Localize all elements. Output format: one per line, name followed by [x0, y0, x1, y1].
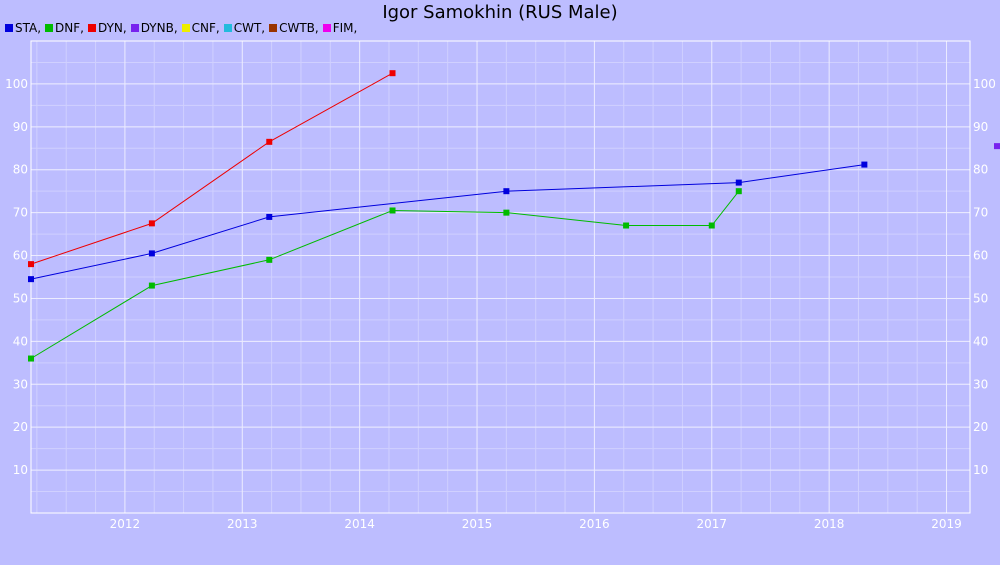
legend-swatch — [223, 24, 232, 32]
y-tick-label-right: 20 — [973, 420, 988, 434]
legend-item: CWTB, — [269, 21, 319, 35]
legend-item: DYN, — [87, 21, 127, 35]
legend-swatch — [269, 24, 278, 32]
y-tick-label-left: 100 — [5, 77, 28, 91]
data-point-dyn — [148, 220, 155, 227]
data-point-dyn — [389, 70, 396, 77]
chart-title: Igor Samokhin (RUS Male) — [382, 2, 618, 23]
legend-label: DNF, — [55, 21, 84, 35]
x-tick-label: 2013 — [227, 517, 258, 531]
legend-label: DYN, — [97, 21, 127, 35]
x-tick-label: 2014 — [344, 517, 375, 531]
data-point-dnf — [389, 207, 396, 214]
legend-swatch — [5, 24, 13, 32]
legend-item: CNF, — [181, 21, 220, 35]
y-tick-label-right: 90 — [973, 120, 988, 134]
series-line-dnf — [30, 190, 740, 359]
legend-label: FIM, — [332, 21, 358, 35]
x-tick-label: 2012 — [110, 517, 141, 531]
legend-label: DYNB, — [140, 21, 178, 35]
y-tick-label-left: 10 — [13, 463, 28, 477]
x-tick-label: 2019 — [931, 517, 962, 531]
legend-swatch — [45, 24, 54, 32]
y-tick-label-right: 10 — [973, 463, 988, 477]
legend-swatch — [181, 24, 190, 32]
data-point-sta — [735, 179, 742, 186]
x-tick-label: 2017 — [697, 517, 728, 531]
data-point-dyn — [28, 261, 34, 268]
y-tick-label-left: 60 — [13, 249, 28, 263]
legend-item: DNF, — [45, 21, 84, 35]
data-point-sta — [861, 161, 868, 168]
y-tick-label-right: 30 — [973, 377, 988, 391]
legend-label: CNF, — [191, 21, 220, 35]
data-point-sta — [148, 250, 155, 257]
data-point-dnf — [148, 282, 155, 289]
data-point-sta — [266, 213, 273, 220]
legend-item: DYNB, — [130, 21, 178, 35]
y-tick-label-left: 20 — [13, 420, 28, 434]
data-point-sta — [503, 188, 510, 195]
y-tick-label-right: 100 — [973, 77, 996, 91]
data-point-dyn — [266, 138, 273, 145]
data-point-dnf — [503, 209, 510, 216]
y-tick-label-left: 80 — [13, 163, 28, 177]
y-tick-label-left: 70 — [13, 206, 28, 220]
data-point-sta — [28, 276, 34, 283]
y-tick-label-left: 90 — [13, 120, 28, 134]
data-point-dnf — [708, 222, 715, 229]
y-tick-label-right: 50 — [973, 291, 988, 305]
x-tick-label: 2015 — [462, 517, 493, 531]
legend-item: CWT, — [223, 21, 266, 35]
x-tick-label: 2018 — [814, 517, 845, 531]
x-tick-label: 2016 — [579, 517, 610, 531]
legend-swatch — [130, 24, 139, 32]
data-point-dnf — [266, 256, 273, 263]
y-tick-label-left: 40 — [13, 334, 28, 348]
y-tick-label-right: 70 — [973, 206, 988, 220]
legend-item: FIM, — [322, 21, 358, 35]
legend-label: CWT, — [233, 21, 266, 35]
legend-swatch — [322, 24, 331, 32]
data-point-dynb — [993, 143, 1000, 150]
legend-swatch — [87, 24, 96, 32]
legend: STA, DNF, DYN, DYNB, CNF, CWT, CWTB, FIM, — [5, 21, 361, 35]
data-point-dnf — [735, 188, 742, 195]
series-line-dyn — [30, 72, 393, 265]
y-tick-label-right: 60 — [973, 249, 988, 263]
legend-label: STA, — [15, 21, 42, 35]
data-point-dnf — [623, 222, 630, 229]
legend-item: STA, — [5, 21, 41, 35]
y-tick-label-left: 30 — [13, 377, 28, 391]
legend-label: CWTB, — [279, 21, 319, 35]
y-tick-label-right: 40 — [973, 334, 988, 348]
y-tick-label-left: 50 — [13, 291, 28, 305]
data-point-dnf — [28, 355, 34, 362]
series-line-sta — [30, 164, 865, 280]
y-tick-label-right: 80 — [973, 163, 988, 177]
